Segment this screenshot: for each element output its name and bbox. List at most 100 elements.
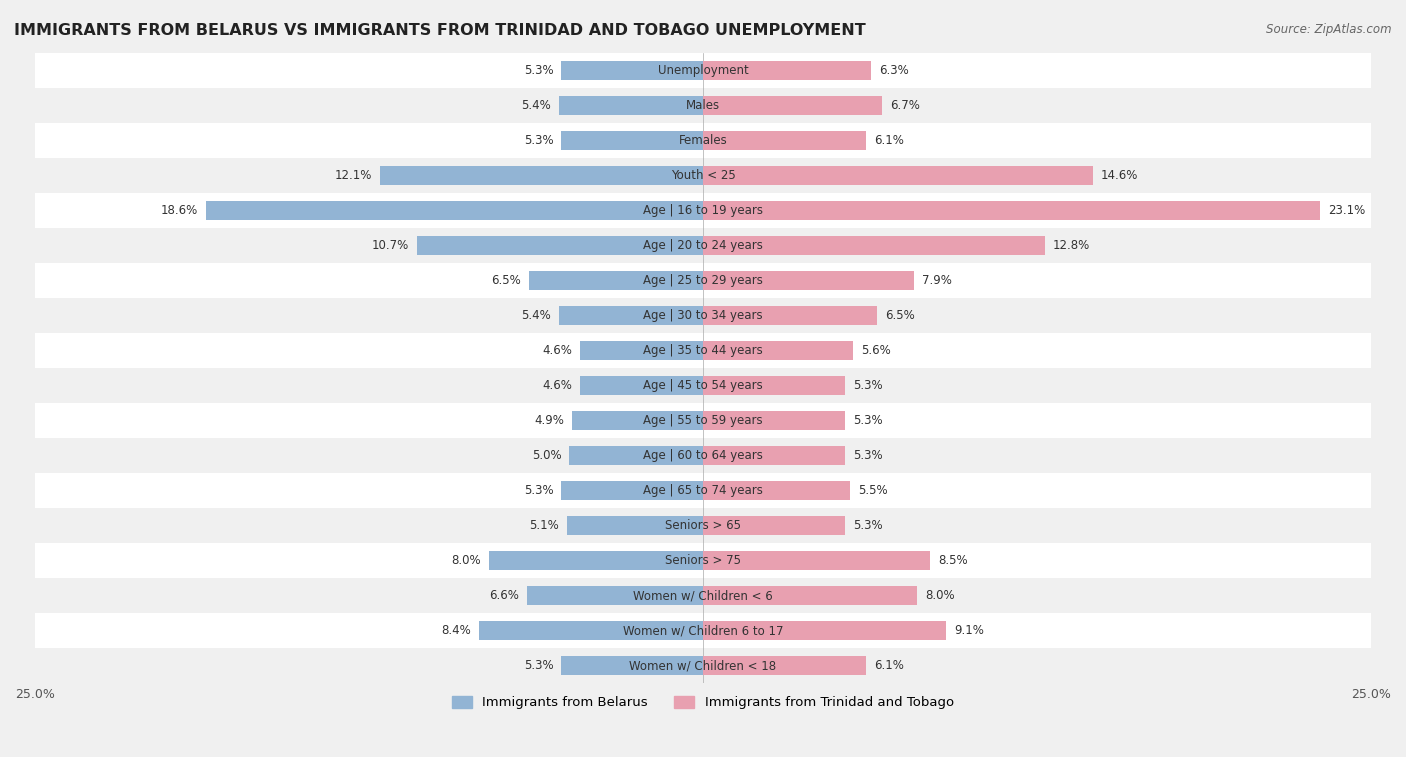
Bar [703,516,845,535]
Bar [418,236,703,255]
Bar [703,166,1092,185]
Bar [35,88,1371,123]
Bar [703,131,866,150]
Bar [572,411,703,430]
Text: Women w/ Children < 6: Women w/ Children < 6 [633,589,773,603]
Text: 5.4%: 5.4% [522,99,551,112]
Bar [581,376,703,395]
Bar [703,446,845,466]
Text: Age | 35 to 44 years: Age | 35 to 44 years [643,344,763,357]
Text: 5.1%: 5.1% [529,519,558,532]
Bar [35,298,1371,333]
Bar [35,368,1371,403]
Text: 18.6%: 18.6% [160,204,198,217]
Bar [703,271,914,290]
Bar [35,648,1371,684]
Bar [35,613,1371,648]
Text: 8.0%: 8.0% [451,554,481,567]
Bar [703,481,851,500]
Text: 5.3%: 5.3% [852,449,883,463]
Text: Females: Females [679,134,727,147]
Text: 23.1%: 23.1% [1329,204,1365,217]
Text: 12.8%: 12.8% [1053,239,1090,252]
Text: Age | 60 to 64 years: Age | 60 to 64 years [643,449,763,463]
Text: 9.1%: 9.1% [955,625,984,637]
Text: 5.3%: 5.3% [523,134,554,147]
Text: 5.3%: 5.3% [523,659,554,672]
Text: Women w/ Children 6 to 17: Women w/ Children 6 to 17 [623,625,783,637]
Bar [529,271,703,290]
Bar [703,236,1045,255]
Bar [561,481,703,500]
Text: 14.6%: 14.6% [1101,169,1139,182]
Bar [561,656,703,675]
Legend: Immigrants from Belarus, Immigrants from Trinidad and Tobago: Immigrants from Belarus, Immigrants from… [447,690,959,715]
Bar [35,53,1371,88]
Bar [35,403,1371,438]
Text: Age | 55 to 59 years: Age | 55 to 59 years [643,414,763,427]
Bar [703,586,917,606]
Bar [561,61,703,80]
Text: 8.0%: 8.0% [925,589,955,603]
Text: Age | 20 to 24 years: Age | 20 to 24 years [643,239,763,252]
Bar [561,131,703,150]
Bar [205,201,703,220]
Text: 5.3%: 5.3% [852,414,883,427]
Bar [703,551,931,570]
Text: 6.1%: 6.1% [875,659,904,672]
Bar [703,621,946,640]
Text: 5.0%: 5.0% [531,449,561,463]
Text: 5.4%: 5.4% [522,309,551,322]
Text: 6.7%: 6.7% [890,99,920,112]
Text: 6.5%: 6.5% [492,274,522,287]
Text: Source: ZipAtlas.com: Source: ZipAtlas.com [1267,23,1392,36]
Text: Youth < 25: Youth < 25 [671,169,735,182]
Text: 4.6%: 4.6% [543,344,572,357]
Bar [703,411,845,430]
Bar [478,621,703,640]
Bar [35,438,1371,473]
Text: 6.1%: 6.1% [875,134,904,147]
Bar [35,508,1371,544]
Text: 4.9%: 4.9% [534,414,564,427]
Text: 7.9%: 7.9% [922,274,952,287]
Bar [35,333,1371,368]
Text: Age | 30 to 34 years: Age | 30 to 34 years [643,309,763,322]
Text: Age | 65 to 74 years: Age | 65 to 74 years [643,484,763,497]
Bar [489,551,703,570]
Bar [703,306,877,326]
Bar [703,201,1320,220]
Text: Seniors > 75: Seniors > 75 [665,554,741,567]
Bar [703,95,882,115]
Text: 6.3%: 6.3% [879,64,910,77]
Text: 10.7%: 10.7% [371,239,409,252]
Text: 12.1%: 12.1% [335,169,371,182]
Bar [35,578,1371,613]
Bar [703,376,845,395]
Text: 5.6%: 5.6% [860,344,890,357]
Bar [35,263,1371,298]
Text: Males: Males [686,99,720,112]
Bar [35,123,1371,158]
Bar [703,656,866,675]
Text: 5.3%: 5.3% [523,484,554,497]
Text: 5.3%: 5.3% [852,379,883,392]
Text: 8.4%: 8.4% [440,625,471,637]
Text: 5.3%: 5.3% [523,64,554,77]
Text: 6.6%: 6.6% [489,589,519,603]
Bar [703,341,852,360]
Text: 5.3%: 5.3% [852,519,883,532]
Text: Age | 16 to 19 years: Age | 16 to 19 years [643,204,763,217]
Text: Age | 45 to 54 years: Age | 45 to 54 years [643,379,763,392]
Bar [558,95,703,115]
Bar [35,228,1371,263]
Bar [703,61,872,80]
Bar [567,516,703,535]
Bar [581,341,703,360]
Text: 6.5%: 6.5% [884,309,914,322]
Bar [35,158,1371,193]
Bar [380,166,703,185]
Bar [35,193,1371,228]
Text: Unemployment: Unemployment [658,64,748,77]
Bar [558,306,703,326]
